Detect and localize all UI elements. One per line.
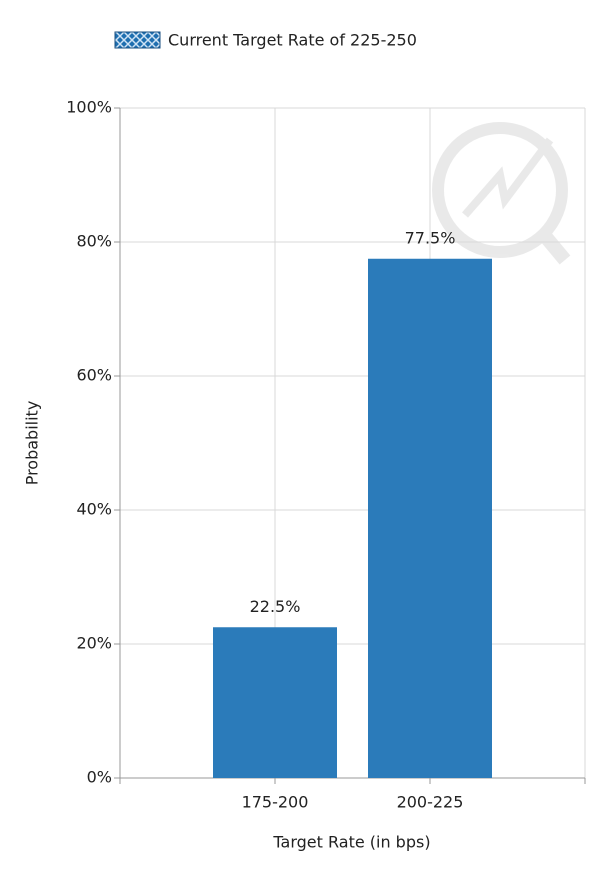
y-tick-label: 60%: [76, 366, 112, 385]
legend-label: Current Target Rate of 225-250: [168, 31, 417, 50]
y-tick-label: 20%: [76, 634, 112, 653]
data-label: 77.5%: [405, 228, 456, 247]
y-tick-label: 100%: [66, 98, 112, 117]
data-label: 22.5%: [250, 597, 301, 616]
x-tick-label: 175-200: [242, 793, 309, 812]
y-tick-label: 0%: [87, 768, 112, 787]
y-axis-title: Probability: [23, 401, 42, 486]
bar: [368, 258, 492, 778]
x-axis-title: Target Rate (in bps): [272, 833, 430, 852]
bar: [213, 627, 337, 778]
y-tick-label: 40%: [76, 500, 112, 519]
x-tick-label: 200-225: [397, 793, 464, 812]
legend-swatch: [114, 31, 161, 49]
watermark: [432, 122, 571, 265]
y-tick-label: 80%: [76, 232, 112, 251]
